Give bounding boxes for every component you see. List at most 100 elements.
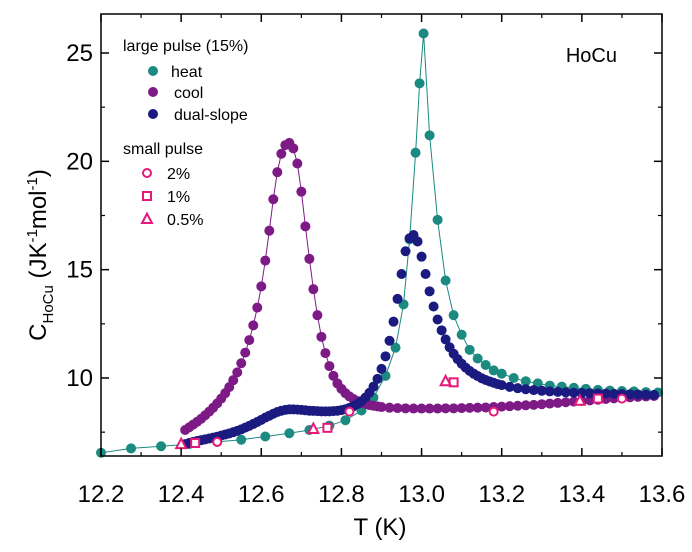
data-point <box>440 275 451 286</box>
data-point <box>384 402 395 413</box>
data-point <box>456 403 467 414</box>
y-tick-label: 10 <box>66 365 93 392</box>
data-point <box>496 368 507 379</box>
data-point <box>520 376 531 387</box>
data-point <box>504 401 515 412</box>
data-point <box>520 384 531 395</box>
data-point <box>418 28 429 39</box>
data-point <box>544 386 555 397</box>
data-point <box>416 403 427 414</box>
data-point <box>608 388 619 399</box>
data-point <box>448 310 459 321</box>
data-point <box>400 403 411 414</box>
data-point <box>376 402 387 413</box>
data-point <box>260 255 271 266</box>
x-tick-label: 13.2 <box>478 481 525 508</box>
data-point <box>308 284 319 295</box>
data-point <box>424 130 435 141</box>
legend-group1-title: large pulse (15%) <box>123 38 248 55</box>
y-axis-label-unit-mid: mol <box>25 190 52 229</box>
data-point <box>410 147 421 158</box>
data-point <box>412 236 423 247</box>
data-point <box>190 438 201 448</box>
series-1 <box>190 377 603 448</box>
data-point <box>320 348 331 359</box>
data-point <box>228 375 239 386</box>
legend-entry: 2% <box>142 166 190 183</box>
data-point <box>436 325 447 336</box>
data-point <box>272 167 283 178</box>
data-point <box>632 389 643 400</box>
legend-label: cool <box>174 85 203 102</box>
data-point <box>292 158 303 169</box>
data-point <box>512 383 523 394</box>
data-point <box>552 397 563 408</box>
legend-label: dual-slope <box>174 107 248 124</box>
data-point <box>304 253 315 264</box>
data-point <box>528 399 539 410</box>
data-point <box>624 389 635 400</box>
data-point <box>126 443 137 454</box>
x-tick-label: 12.4 <box>158 481 205 508</box>
data-point <box>236 434 247 445</box>
x-tick-label: 12.6 <box>238 481 285 508</box>
data-point <box>324 361 335 372</box>
data-point <box>472 353 483 364</box>
data-point <box>496 401 507 412</box>
y-axis-label-unit-open: (JK <box>25 242 52 285</box>
legend-entry: 1% <box>142 189 190 206</box>
data-point <box>256 281 267 292</box>
data-point <box>600 388 611 399</box>
legend-entry: dual-slope <box>148 107 248 124</box>
x-axis-label: T (K) <box>354 514 407 541</box>
data-point <box>212 436 223 447</box>
y-axis-label-sup2: -1 <box>24 177 41 190</box>
data-point <box>508 373 519 383</box>
data-point <box>512 400 523 411</box>
legend: large pulse (15%) small pulse heat cool dual… <box>123 38 248 229</box>
data-point <box>448 403 459 414</box>
data-point <box>568 387 579 398</box>
data-point <box>416 251 427 262</box>
y-axis-label-sup1: -1 <box>24 229 41 242</box>
data-point <box>428 301 439 312</box>
x-tick-label: 13.4 <box>558 481 605 508</box>
data-point <box>464 402 475 413</box>
data-point <box>268 194 279 205</box>
data-point <box>424 403 435 414</box>
data-point <box>376 363 387 374</box>
legend-label: 2% <box>167 166 190 183</box>
data-point <box>432 214 443 225</box>
y-tick-label: 25 <box>66 40 93 67</box>
legend-entry: cool <box>148 85 203 102</box>
data-point <box>592 393 603 404</box>
y-axis-label: CHoCu (JK-1mol-1) <box>24 169 57 341</box>
data-point <box>240 347 251 358</box>
x-tick-label: 12.2 <box>78 481 125 508</box>
data-point <box>328 370 339 381</box>
data-point <box>372 373 383 384</box>
data-point <box>288 143 299 154</box>
data-point <box>560 387 571 398</box>
data-point <box>640 389 651 400</box>
data-point <box>439 373 453 387</box>
data-point <box>464 344 475 355</box>
legend-marker <box>142 168 152 178</box>
data-point <box>560 397 571 408</box>
data-point <box>472 402 483 413</box>
data-point <box>276 148 287 159</box>
data-point <box>488 406 499 417</box>
data-point <box>648 389 659 400</box>
data-point <box>528 385 539 396</box>
data-point <box>573 393 587 406</box>
data-point <box>296 186 307 197</box>
data-point <box>480 402 491 413</box>
data-point <box>400 246 411 257</box>
data-point <box>248 320 259 331</box>
data-point <box>536 399 547 410</box>
legend-label: heat <box>171 64 203 81</box>
data-point <box>536 385 547 396</box>
data-point <box>344 406 355 417</box>
